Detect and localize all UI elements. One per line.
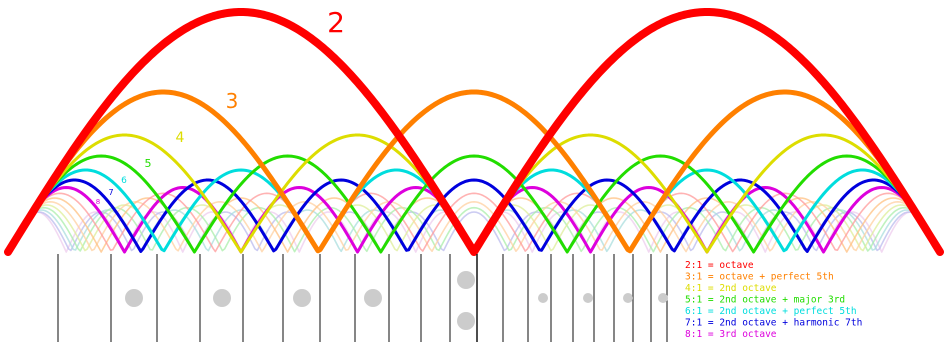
harmonic-arc-2 xyxy=(4,8,944,256)
harmonic-label-7: 7 xyxy=(108,188,113,197)
harmonic-label-3: 3 xyxy=(226,89,239,113)
fretboard xyxy=(57,254,668,342)
harmonic-label-6: 6 xyxy=(121,176,127,186)
harmonic-arc-3 xyxy=(5,89,943,255)
legend-item: 2:1 = octave xyxy=(685,260,754,271)
legend-item: 6:1 = 2nd octave + perfect 5th xyxy=(685,306,857,317)
harmonic-arcs xyxy=(4,8,944,256)
harmonic-arc-9 xyxy=(7,192,941,253)
legend-item: 5:1 = 2nd octave + major 3rd xyxy=(685,295,845,306)
fret-dot xyxy=(457,312,475,330)
harmonic-arc-13 xyxy=(7,206,941,253)
fret-dot xyxy=(538,293,548,303)
harmonic-labels: 2 3 4 5 678 xyxy=(96,6,345,206)
harmonic-label-4: 4 xyxy=(176,130,185,146)
fret-dot xyxy=(623,293,633,303)
legend-item: 7:1 = 2nd octave + harmonic 7th xyxy=(685,318,862,329)
fret-dot xyxy=(658,293,668,303)
harmonic-label-8: 8 xyxy=(96,198,100,206)
harmonic-arc-11 xyxy=(7,201,941,253)
legend-item: 3:1 = octave + perfect 5th xyxy=(685,272,834,283)
harmonic-arc-7 xyxy=(6,178,942,254)
harmonic-arc-5 xyxy=(6,154,942,254)
harmonic-label-5: 5 xyxy=(145,157,152,170)
fret-dot xyxy=(293,289,311,307)
legend-item: 8:1 = 3rd octave xyxy=(685,329,777,340)
fret-dot xyxy=(125,289,143,307)
fret-dot xyxy=(457,271,475,289)
legend-item: 4:1 = 2nd octave xyxy=(685,283,777,294)
fret-dot xyxy=(213,289,231,307)
fret-dot xyxy=(364,289,382,307)
harmonic-arc-15 xyxy=(7,211,941,253)
fret-dot xyxy=(583,293,593,303)
harmonic-label-2: 2 xyxy=(327,6,345,39)
